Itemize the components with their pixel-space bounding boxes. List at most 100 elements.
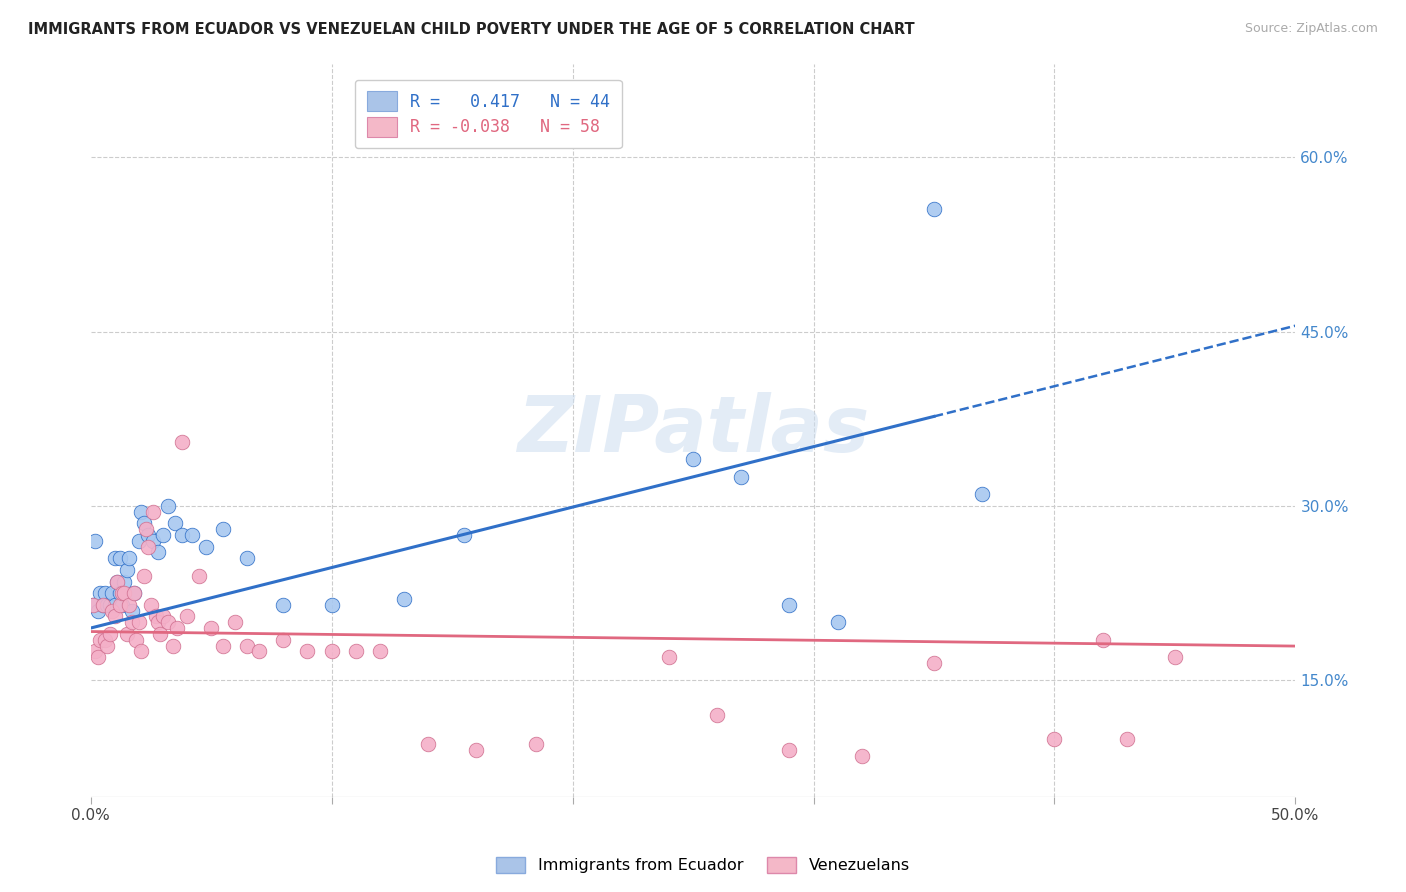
Point (273, 598, 295, 612)
Point (180, 528, 202, 542)
Point (111, 598, 134, 612)
Point (115, 627, 138, 641)
Point (89, 586, 111, 600)
Point (368, 644, 391, 658)
Point (104, 551, 127, 566)
Point (91, 598, 114, 612)
Point (146, 545, 169, 559)
Point (297, 644, 319, 658)
Point (166, 621, 188, 635)
Point (922, 202, 945, 217)
Point (195, 540, 218, 554)
Point (105, 574, 128, 589)
Point (115, 563, 138, 577)
Point (1164, 650, 1187, 665)
Point (321, 644, 343, 658)
Point (465, 743, 488, 757)
Point (129, 505, 152, 519)
Point (236, 639, 259, 653)
Point (730, 470, 752, 484)
Point (247, 644, 270, 658)
Point (156, 499, 179, 513)
Point (132, 516, 155, 531)
Point (145, 609, 167, 624)
Point (176, 609, 198, 624)
Point (138, 540, 160, 554)
Point (152, 609, 174, 624)
Point (98, 598, 121, 612)
Point (212, 522, 235, 536)
Point (142, 505, 165, 519)
Point (118, 551, 141, 566)
Point (146, 615, 169, 630)
Point (139, 598, 162, 612)
Point (82, 598, 104, 612)
Point (827, 615, 849, 630)
Point (122, 586, 145, 600)
Point (129, 644, 152, 658)
Point (125, 632, 148, 647)
Text: Source: ZipAtlas.com: Source: ZipAtlas.com (1244, 22, 1378, 36)
Point (84, 533, 107, 548)
Point (87, 650, 110, 665)
Point (122, 586, 145, 600)
Point (273, 632, 295, 647)
Point (188, 568, 211, 582)
Point (94, 586, 117, 600)
Point (118, 598, 141, 612)
Point (149, 627, 172, 641)
Point (128, 615, 150, 630)
Point (89, 632, 111, 647)
Point (1091, 632, 1114, 647)
Legend: Immigrants from Ecuador, Venezuelans: Immigrants from Ecuador, Venezuelans (489, 850, 917, 880)
Point (98, 627, 121, 641)
Point (706, 708, 728, 723)
Point (121, 615, 143, 630)
Point (658, 650, 681, 665)
Point (224, 615, 246, 630)
Point (108, 586, 131, 600)
Point (321, 598, 343, 612)
Point (91, 598, 114, 612)
Point (851, 749, 873, 764)
Legend: R =   0.417   N = 44, R = -0.038   N = 58: R = 0.417 N = 44, R = -0.038 N = 58 (354, 79, 621, 148)
Point (142, 533, 165, 548)
Point (163, 516, 186, 531)
Point (416, 737, 439, 751)
Point (132, 568, 155, 582)
Point (344, 644, 367, 658)
Point (82, 598, 104, 612)
Point (1115, 731, 1137, 746)
Point (101, 604, 124, 618)
Point (212, 639, 235, 653)
Point (104, 598, 127, 612)
Point (138, 528, 160, 542)
Point (152, 528, 174, 542)
Point (87, 604, 110, 618)
Point (172, 435, 194, 450)
Point (972, 487, 994, 501)
Point (104, 609, 127, 624)
Point (200, 621, 222, 635)
Point (111, 586, 134, 600)
Point (135, 522, 157, 536)
Point (112, 586, 135, 600)
Point (682, 452, 704, 467)
Point (108, 551, 131, 566)
Point (526, 737, 548, 751)
Point (112, 574, 135, 589)
Point (172, 528, 194, 542)
Point (108, 598, 131, 612)
Point (778, 743, 800, 757)
Point (162, 639, 184, 653)
Point (778, 598, 800, 612)
Point (96, 598, 118, 612)
Point (84, 644, 107, 658)
Point (96, 639, 118, 653)
Point (392, 592, 415, 607)
Point (94, 632, 117, 647)
Text: IMMIGRANTS FROM ECUADOR VS VENEZUELAN CHILD POVERTY UNDER THE AGE OF 5 CORRELATI: IMMIGRANTS FROM ECUADOR VS VENEZUELAN CH… (28, 22, 915, 37)
Point (236, 551, 259, 566)
Point (922, 656, 945, 670)
Point (128, 533, 150, 548)
